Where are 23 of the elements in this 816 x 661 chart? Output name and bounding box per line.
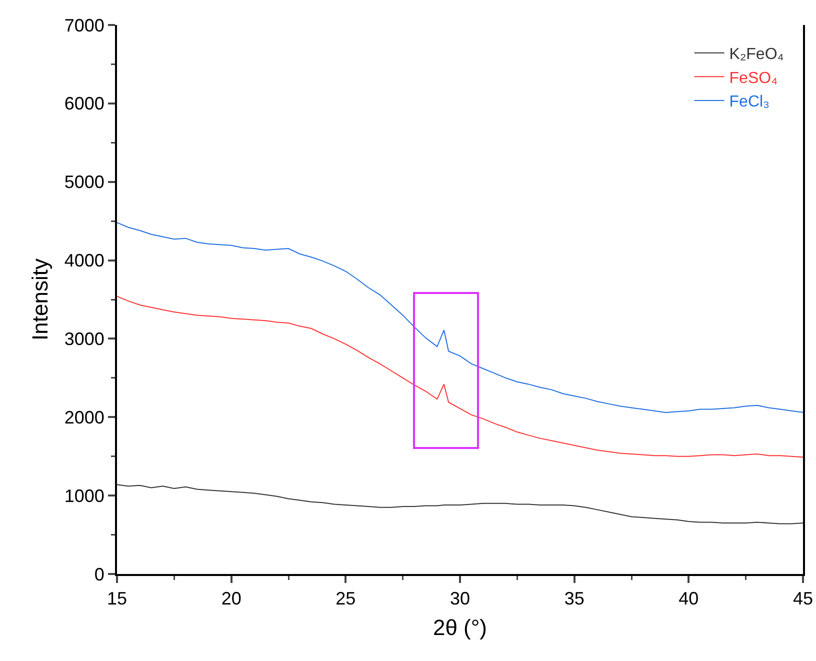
- legend-label: K₂FeO₄: [729, 46, 784, 64]
- y-tick-label: 7000: [64, 15, 104, 36]
- y-tick-label: 2000: [64, 407, 104, 428]
- x-tick-label: 20: [221, 588, 242, 609]
- x-tick-label: 45: [792, 588, 814, 609]
- legend-label: FeCl₃: [729, 94, 770, 111]
- y-tick-label: 5000: [64, 172, 104, 192]
- x-axis-title: 2θ (°): [432, 615, 488, 640]
- y-tick-label: 6000: [64, 94, 104, 114]
- line-series: [117, 296, 803, 458]
- x-tick-label: 40: [678, 588, 699, 609]
- y-axis-title: Intensity: [28, 258, 53, 340]
- legend-label: FeSO₄: [729, 70, 778, 87]
- line-series: [117, 222, 803, 413]
- x-tick-label: 35: [564, 588, 584, 609]
- y-tick-label: 1000: [64, 486, 104, 506]
- y-tick-label: 4000: [64, 250, 104, 271]
- y-tick-label: 0: [94, 564, 104, 584]
- line-series: [117, 484, 803, 524]
- x-tick-label: 15: [106, 588, 128, 609]
- y-tick-label: 3000: [64, 329, 104, 350]
- x-tick-label: 30: [450, 588, 470, 609]
- x-tick-label: 25: [336, 588, 356, 609]
